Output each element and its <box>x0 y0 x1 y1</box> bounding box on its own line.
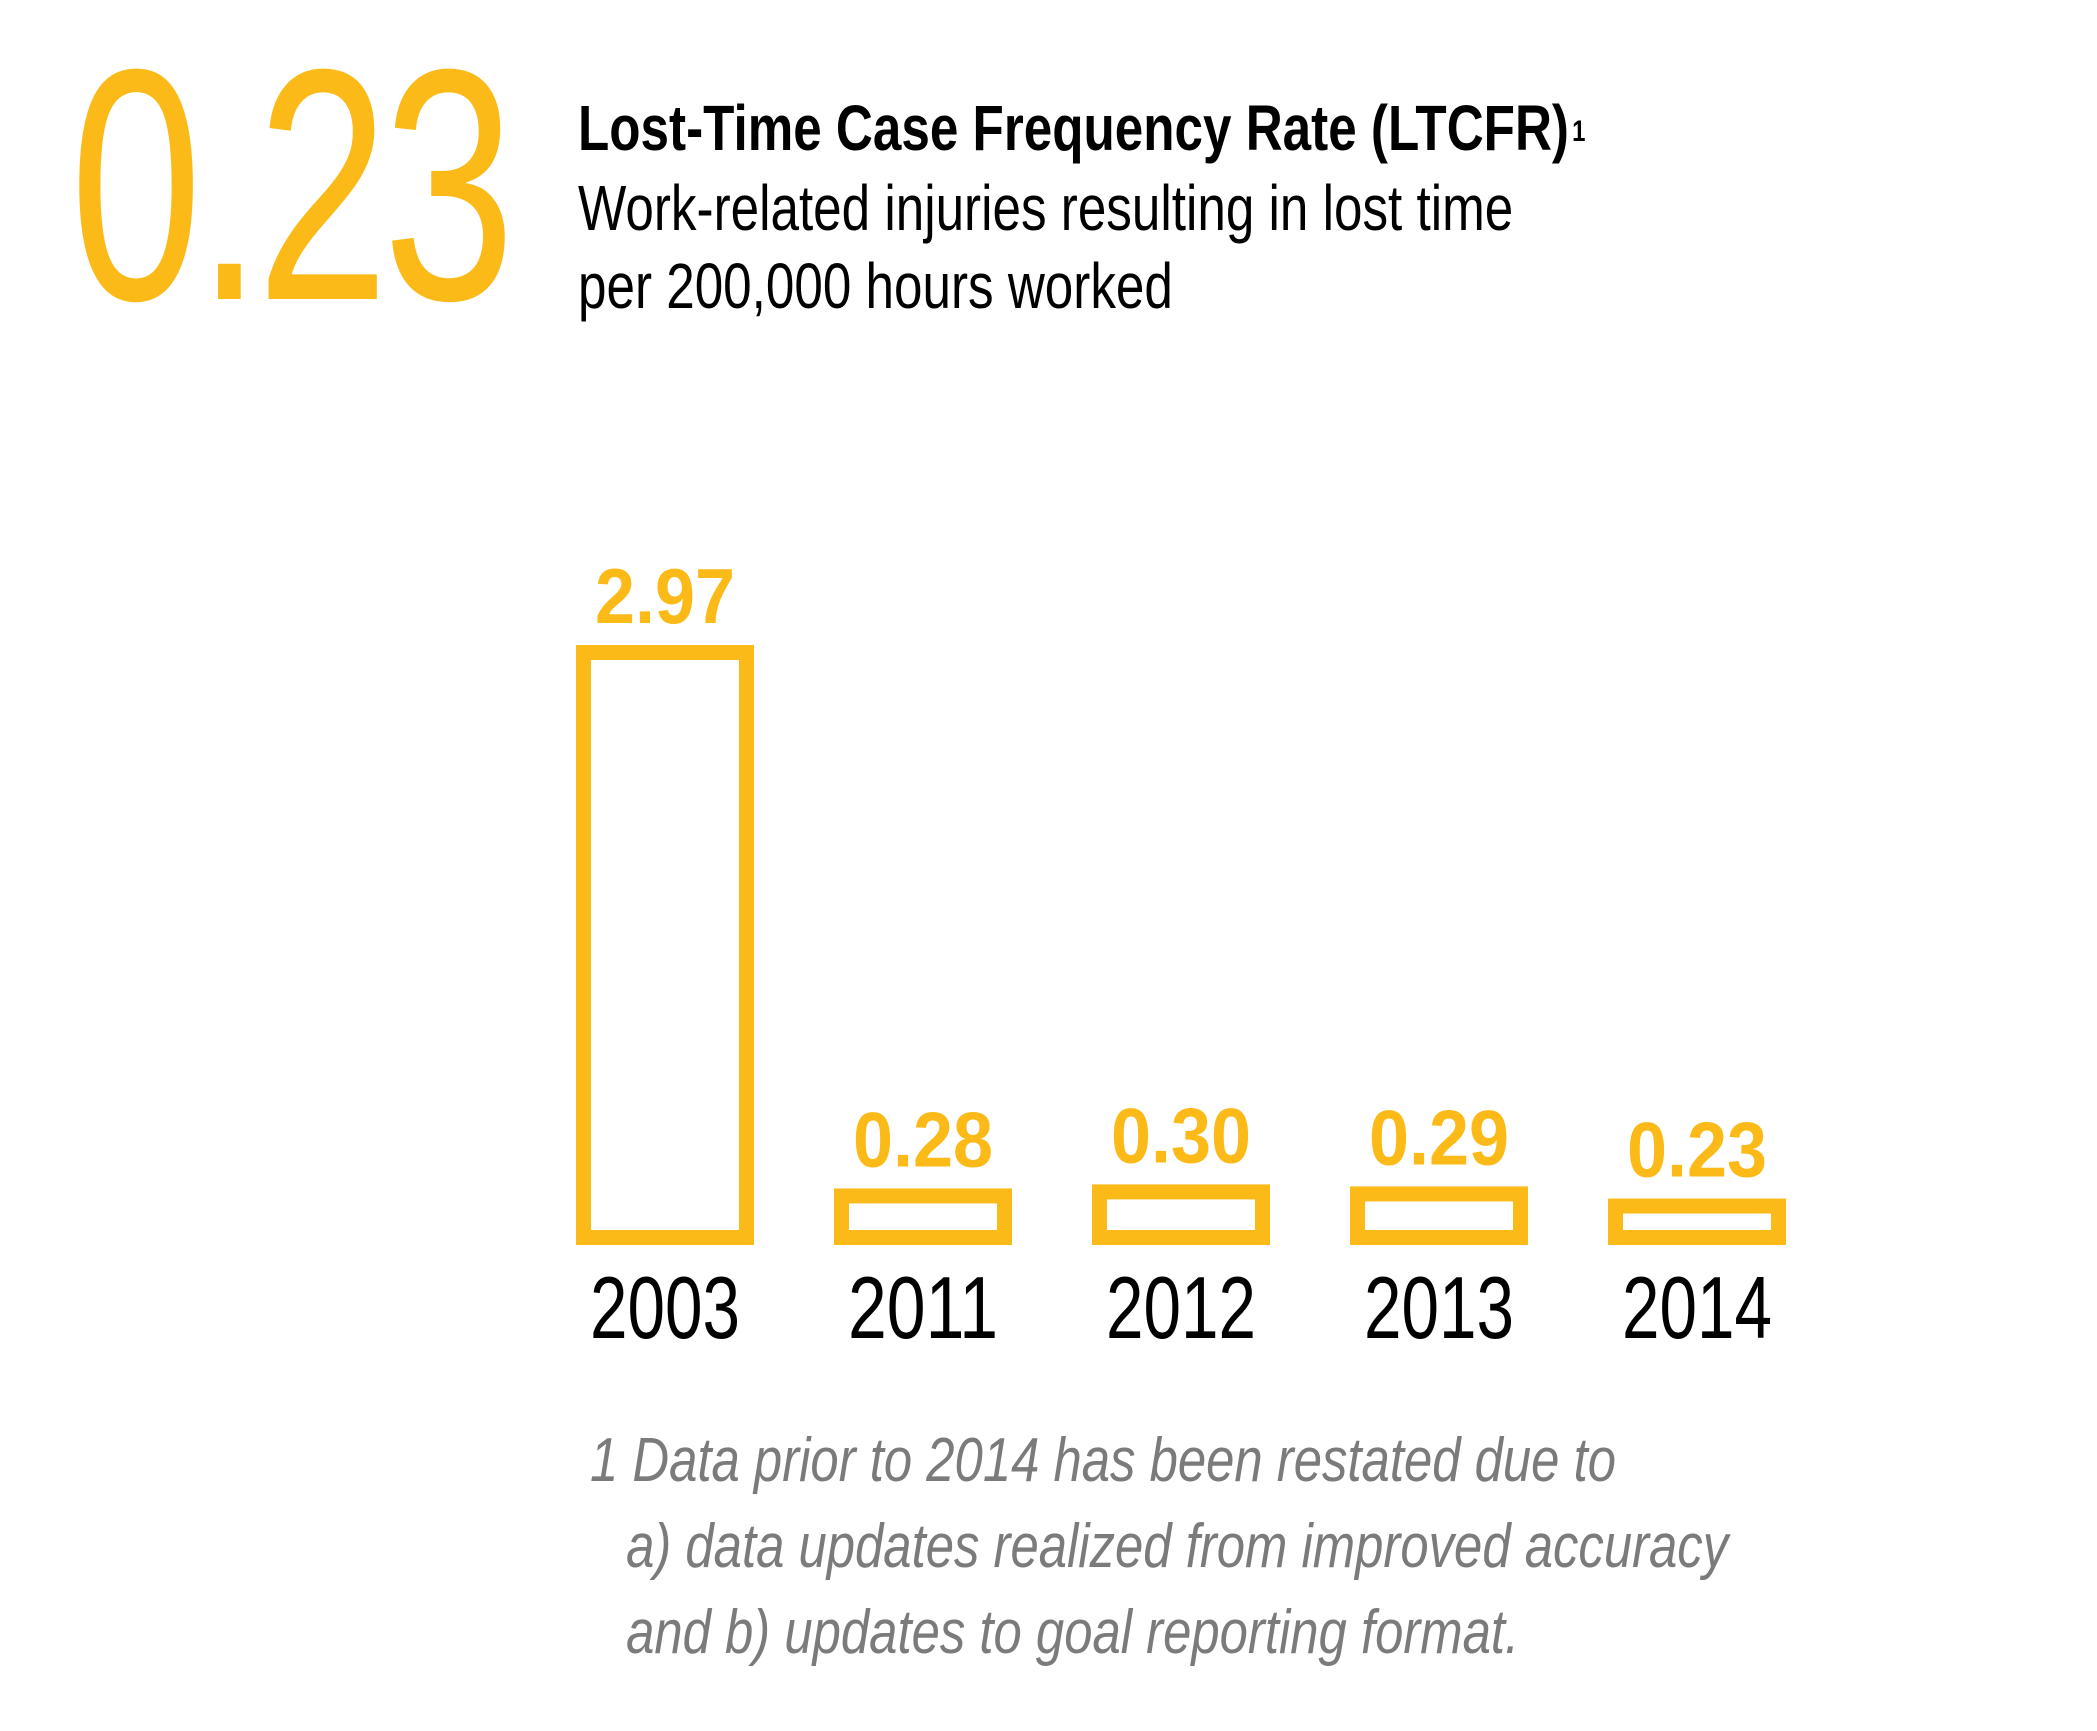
chart-subtitle-line2: per 200,000 hours worked <box>578 250 1173 322</box>
footnote: 1 Data prior to 2014 has been restated d… <box>590 1418 1728 1676</box>
footnote-line1: 1 Data prior to 2014 has been restated d… <box>590 1426 1616 1495</box>
title-footnote-mark: 1 <box>1572 115 1586 148</box>
bar-2011 <box>834 1188 1012 1245</box>
footnote-line2: a) data updates realized from improved a… <box>626 1512 1729 1581</box>
chart-subtitle-line1: Work-related injuries resulting in lost … <box>578 172 1514 244</box>
x-tick-label-2014: 2014 <box>1622 1258 1772 1357</box>
value-label-2003: 2.97 <box>595 552 735 640</box>
value-label-2012: 0.30 <box>1111 1091 1251 1179</box>
x-tick-label-2003: 2003 <box>590 1258 740 1357</box>
bar-2012 <box>1092 1184 1270 1245</box>
headline-value: 0.23 <box>70 0 515 369</box>
bar-2014 <box>1608 1198 1786 1246</box>
chart-title: Lost-Time Case Frequency Rate (LTCFR) 1 <box>578 92 1586 164</box>
value-label-2011: 0.28 <box>853 1095 993 1183</box>
value-label-2014: 0.23 <box>1627 1106 1767 1194</box>
x-tick-label-2011: 2011 <box>848 1258 998 1357</box>
bar-2013 <box>1350 1186 1528 1246</box>
x-tick-label-2012: 2012 <box>1106 1258 1256 1357</box>
chart-header: Lost-Time Case Frequency Rate (LTCFR) 1 W… <box>578 88 1978 326</box>
x-tick-label-2013: 2013 <box>1364 1258 1514 1357</box>
value-label-2013: 0.29 <box>1369 1093 1509 1181</box>
bar-2003 <box>576 645 754 1245</box>
footnote-line3: and b) updates to goal reporting format. <box>626 1598 1520 1667</box>
